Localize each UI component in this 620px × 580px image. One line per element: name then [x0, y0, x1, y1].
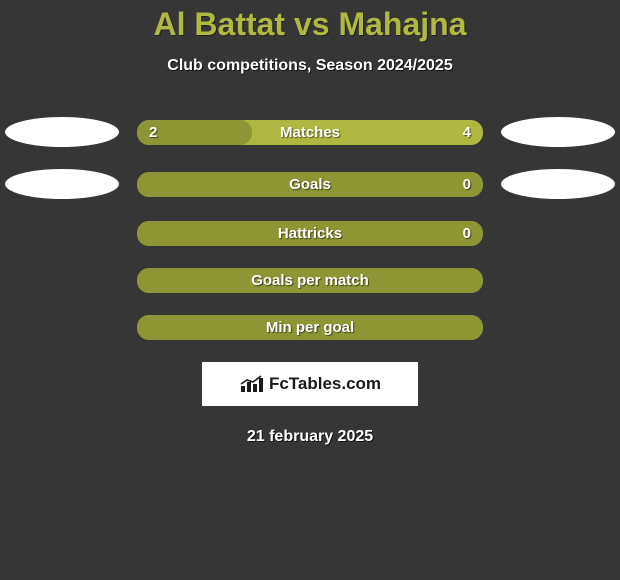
stat-label: Hattricks: [137, 221, 483, 246]
stat-label: Goals per match: [137, 268, 483, 293]
player-left-oval: [5, 117, 119, 147]
stat-label: Min per goal: [137, 315, 483, 340]
stat-row: Hattricks0: [0, 221, 620, 246]
stat-bar: Min per goal: [137, 315, 483, 340]
stat-value-right: 0: [463, 172, 471, 197]
page-title: Al Battat vs Mahajna: [0, 6, 620, 43]
stat-row: Goals0: [0, 169, 620, 199]
brand-text: FcTables.com: [269, 374, 381, 394]
stat-row: Goals per match: [0, 268, 620, 293]
stat-bar: 2Matches4: [137, 120, 483, 145]
player-right-oval: [501, 169, 615, 199]
stat-value-right: 4: [463, 120, 471, 145]
stat-bar: Goals per match: [137, 268, 483, 293]
subtitle: Club competitions, Season 2024/2025: [0, 57, 620, 75]
stat-row: Min per goal: [0, 315, 620, 340]
stat-bar: Goals0: [137, 172, 483, 197]
container: Al Battat vs Mahajna Club competitions, …: [0, 0, 620, 446]
player-right-oval: [501, 117, 615, 147]
stat-value-right: 0: [463, 221, 471, 246]
stat-row: 2Matches4: [0, 117, 620, 147]
comparison-rows: 2Matches4Goals0Hattricks0Goals per match…: [0, 117, 620, 340]
stat-label: Matches: [137, 120, 483, 145]
chart-icon: [239, 374, 265, 394]
brand-box: FcTables.com: [202, 362, 418, 406]
stat-bar: Hattricks0: [137, 221, 483, 246]
date-line: 21 february 2025: [0, 428, 620, 446]
stat-label: Goals: [137, 172, 483, 197]
player-left-oval: [5, 169, 119, 199]
